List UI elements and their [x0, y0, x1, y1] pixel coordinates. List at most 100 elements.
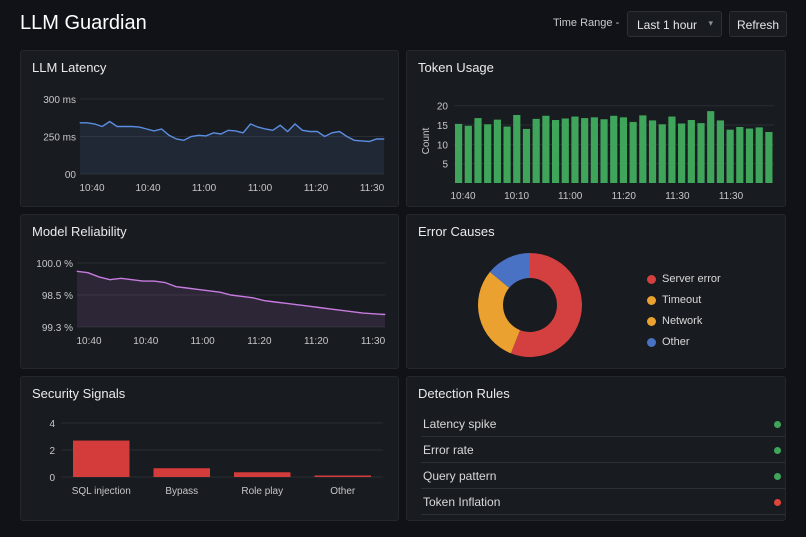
data-point: [212, 132, 214, 134]
data-point: [252, 297, 254, 299]
latency-panel: LLM Latency 300 ms 250 ms 00 10:40 10:40 11:0…: [20, 50, 399, 207]
data-point: [285, 302, 287, 304]
x-tick-label: 10:40: [135, 183, 160, 194]
data-point: [131, 126, 133, 127]
y-tick-label: 4: [49, 419, 55, 430]
data-point: [164, 281, 166, 283]
x-tick-label: 10:10: [504, 191, 529, 202]
y-tick-label: 00: [65, 170, 77, 181]
data-point: [376, 138, 378, 140]
data-point: [368, 141, 370, 142]
detection-rule-row[interactable]: Token Inflation: [421, 489, 785, 515]
bar: [590, 117, 598, 183]
data-point: [146, 128, 148, 130]
security-panel: Security Signals 4 2 0 SQL injection Bypass R…: [20, 376, 399, 521]
y-tick-label: 300 ms: [43, 95, 76, 106]
token-usage-panel: Token Usage 20 15 10 5 Count 10:40 10:10 11:00 1…: [406, 50, 786, 207]
bar: [522, 128, 531, 183]
x-tick-label: 11:00: [190, 336, 215, 347]
time-range-select[interactable]: Last 1 hour ▾: [627, 11, 722, 37]
data-point: [316, 131, 318, 132]
y-tick-label: 15: [437, 121, 449, 132]
data-point: [383, 138, 385, 140]
bar: [532, 118, 540, 183]
y-tick-label: 98.5 %: [42, 291, 73, 302]
panel-title: Token Usage: [418, 60, 494, 75]
rule-label: Latency spike: [423, 417, 497, 431]
x-tick-label: 11:30: [665, 191, 690, 202]
panel-title: LLM Latency: [32, 60, 107, 75]
data-point: [190, 136, 192, 137]
y-tick-label: 5: [442, 160, 448, 171]
x-tick-label: 11:20: [247, 336, 272, 347]
rule-label: Token Inflation: [423, 495, 501, 509]
detection-rule-row[interactable]: Query pattern: [421, 463, 785, 489]
time-range-value: Last 1 hour: [637, 18, 698, 32]
data-point: [301, 129, 303, 131]
rule-label: Query pattern: [423, 469, 497, 483]
data-point: [109, 121, 111, 122]
y-tick-label: 100.0 %: [36, 259, 73, 270]
data-point: [142, 280, 144, 282]
bar: [153, 468, 210, 477]
legend-swatch: [647, 338, 656, 347]
x-tick-label: 11:30: [361, 336, 386, 347]
legend-label: Network: [662, 315, 703, 327]
bar: [716, 120, 725, 183]
legend-label: Other: [662, 336, 690, 348]
x-tick-label: 11:00: [192, 183, 217, 194]
data-point: [94, 123, 96, 125]
bar: [484, 124, 492, 183]
data-point: [346, 136, 348, 137]
bar: [314, 475, 371, 477]
legend-label: Timeout: [662, 294, 702, 306]
data-point: [153, 280, 155, 282]
bar: [600, 119, 608, 183]
x-tick-label: 11:20: [304, 336, 329, 347]
caret-down-icon: ▾: [708, 18, 713, 28]
y-tick-label: 0: [49, 473, 55, 484]
status-dot-icon: [774, 447, 781, 454]
data-point: [339, 131, 341, 132]
data-point: [264, 128, 266, 130]
detection-rule-row[interactable]: Error rate: [421, 437, 785, 463]
data-point: [384, 313, 386, 315]
data-point: [294, 123, 296, 125]
donut-slice: [510, 253, 582, 357]
bar: [745, 128, 754, 183]
detection-rules-panel: Detection Rules Latency spike Error rate Q…: [406, 376, 786, 521]
data-point: [101, 126, 103, 127]
data-point: [109, 279, 111, 281]
data-point: [168, 134, 170, 136]
data-point: [257, 126, 259, 128]
x-tick-label: 11:00: [248, 183, 273, 194]
data-point: [287, 131, 289, 132]
bar: [503, 126, 511, 183]
bar: [707, 111, 715, 183]
bar: [658, 124, 666, 183]
x-tick-label: 11:30: [360, 183, 385, 194]
error-causes-panel: Error Causes Server error Timeout Network O…: [406, 214, 786, 369]
bar: [687, 120, 695, 183]
bar: [639, 115, 647, 183]
data-point: [98, 276, 100, 278]
y-tick-label: 10: [437, 140, 449, 151]
bar: [73, 440, 130, 477]
y-tick-label: 99.3 %: [42, 323, 73, 334]
data-point: [362, 312, 364, 314]
x-tick-label: 10:40: [133, 336, 158, 347]
data-point: [197, 288, 199, 290]
data-point: [309, 131, 311, 132]
data-point: [373, 313, 375, 315]
panel-title: Error Causes: [418, 224, 495, 239]
bar: [464, 125, 472, 183]
refresh-button[interactable]: Refresh: [729, 11, 787, 37]
data-point: [175, 138, 177, 140]
data-point: [329, 308, 331, 310]
detection-rule-row[interactable]: Latency spike: [421, 411, 785, 437]
bar: [755, 127, 763, 183]
data-point: [351, 311, 353, 313]
data-point: [220, 133, 222, 135]
bar: [648, 120, 657, 183]
